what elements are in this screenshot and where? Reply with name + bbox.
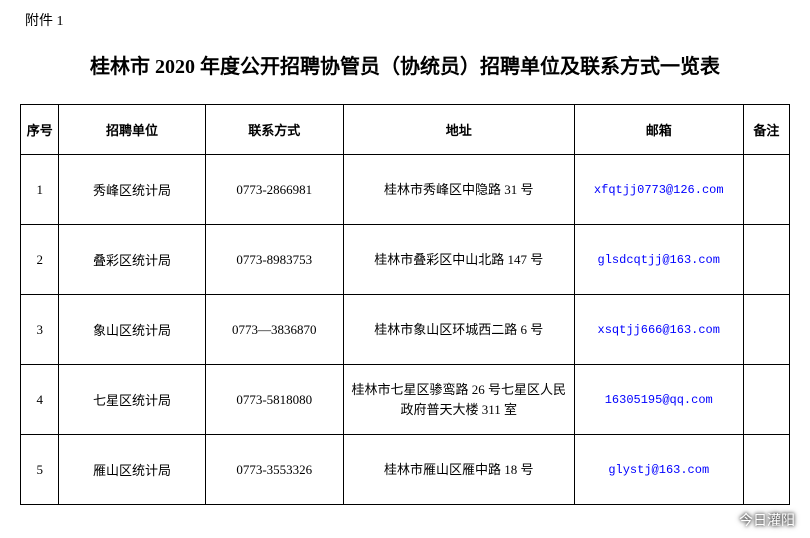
- table-row: 5 雁山区统计局 0773-3553326 桂林市雁山区雁中路 18 号 gly…: [21, 435, 790, 505]
- cell-email: xfqtjj0773@126.com: [574, 155, 743, 225]
- cell-seq: 4: [21, 365, 59, 435]
- watermark-icon: [717, 511, 735, 529]
- cell-contact: 0773-3553326: [205, 435, 343, 505]
- col-header-seq: 序号: [21, 105, 59, 155]
- cell-note: [743, 435, 789, 505]
- cell-email: xsqtjj666@163.com: [574, 295, 743, 365]
- cell-note: [743, 295, 789, 365]
- cell-email: glsdcqtjj@163.com: [574, 225, 743, 295]
- table-row: 1 秀峰区统计局 0773-2866981 桂林市秀峰区中隐路 31 号 xfq…: [21, 155, 790, 225]
- cell-seq: 1: [21, 155, 59, 225]
- table-row: 2 叠彩区统计局 0773-8983753 桂林市叠彩区中山北路 147 号 g…: [21, 225, 790, 295]
- cell-contact: 0773—3836870: [205, 295, 343, 365]
- recruitment-table: 序号 招聘单位 联系方式 地址 邮箱 备注 1 秀峰区统计局 0773-2866…: [20, 104, 790, 505]
- col-header-address: 地址: [343, 105, 574, 155]
- cell-email: 16305195@qq.com: [574, 365, 743, 435]
- cell-unit: 雁山区统计局: [59, 435, 205, 505]
- cell-address: 桂林市雁山区雁中路 18 号: [343, 435, 574, 505]
- cell-note: [743, 155, 789, 225]
- cell-seq: 2: [21, 225, 59, 295]
- cell-seq: 5: [21, 435, 59, 505]
- cell-unit: 七星区统计局: [59, 365, 205, 435]
- table-row: 3 象山区统计局 0773—3836870 桂林市象山区环城西二路 6 号 xs…: [21, 295, 790, 365]
- cell-note: [743, 365, 789, 435]
- attachment-label: 附件 1: [20, 10, 790, 30]
- table-body: 1 秀峰区统计局 0773-2866981 桂林市秀峰区中隐路 31 号 xfq…: [21, 155, 790, 505]
- col-header-note: 备注: [743, 105, 789, 155]
- cell-contact: 0773-2866981: [205, 155, 343, 225]
- watermark-text: 今日灌阳: [739, 510, 795, 530]
- col-header-email: 邮箱: [574, 105, 743, 155]
- page-title: 桂林市 2020 年度公开招聘协管员（协统员）招聘单位及联系方式一览表: [20, 50, 790, 79]
- col-header-unit: 招聘单位: [59, 105, 205, 155]
- cell-address: 桂林市象山区环城西二路 6 号: [343, 295, 574, 365]
- cell-note: [743, 225, 789, 295]
- table-row: 4 七星区统计局 0773-5818080 桂林市七星区骖鸾路 26 号七星区人…: [21, 365, 790, 435]
- cell-address: 桂林市叠彩区中山北路 147 号: [343, 225, 574, 295]
- cell-unit: 叠彩区统计局: [59, 225, 205, 295]
- col-header-contact: 联系方式: [205, 105, 343, 155]
- document-page: 附件 1 桂林市 2020 年度公开招聘协管员（协统员）招聘单位及联系方式一览表…: [0, 0, 810, 515]
- cell-email: glystj@163.com: [574, 435, 743, 505]
- watermark: 今日灌阳: [717, 510, 795, 530]
- cell-address: 桂林市秀峰区中隐路 31 号: [343, 155, 574, 225]
- cell-unit: 象山区统计局: [59, 295, 205, 365]
- cell-unit: 秀峰区统计局: [59, 155, 205, 225]
- cell-contact: 0773-5818080: [205, 365, 343, 435]
- table-header-row: 序号 招聘单位 联系方式 地址 邮箱 备注: [21, 105, 790, 155]
- cell-seq: 3: [21, 295, 59, 365]
- cell-address: 桂林市七星区骖鸾路 26 号七星区人民政府普天大楼 311 室: [343, 365, 574, 435]
- cell-contact: 0773-8983753: [205, 225, 343, 295]
